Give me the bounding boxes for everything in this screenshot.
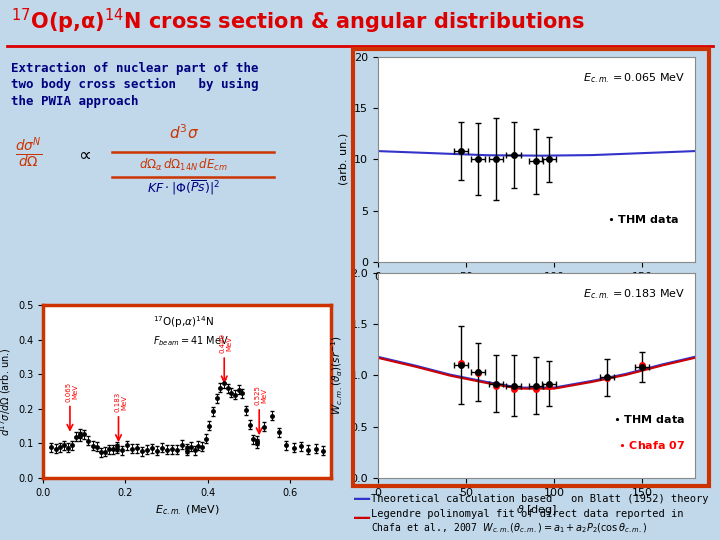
- Text: $KF \cdot |\Phi(\overline{Ps})|^2$: $KF \cdot |\Phi(\overline{Ps})|^2$: [147, 179, 220, 197]
- Text: —: —: [353, 490, 371, 509]
- Text: 0.525
MeV: 0.525 MeV: [255, 386, 268, 406]
- Y-axis label: $W_{c.m.}(\vartheta_\alpha)(sr^{-1})$: $W_{c.m.}(\vartheta_\alpha)(sr^{-1})$: [330, 336, 345, 415]
- Text: Extraction of nuclear part of the: Extraction of nuclear part of the: [11, 62, 258, 75]
- Text: $\propto$: $\propto$: [75, 145, 91, 163]
- Y-axis label: (arb. un.): (arb. un.): [338, 133, 348, 185]
- Text: $F_{beam}=41$ MeV: $F_{beam}=41$ MeV: [153, 334, 228, 348]
- Text: $d\Omega_\alpha\,d\Omega_{14N}\,dE_{cm}$: $d\Omega_\alpha\,d\Omega_{14N}\,dE_{cm}$: [140, 157, 228, 173]
- Text: $E_{c.m.}=0.065$ MeV: $E_{c.m.}=0.065$ MeV: [583, 71, 685, 85]
- Text: $\frac{d\sigma^N}{d\Omega}$: $\frac{d\sigma^N}{d\Omega}$: [15, 136, 42, 172]
- Text: $\bullet$ THM data: $\bullet$ THM data: [607, 213, 679, 225]
- Text: —: —: [353, 509, 371, 528]
- Text: 0.440
MeV: 0.440 MeV: [220, 334, 233, 354]
- Text: $E_{c.m.}=0.183$ MeV: $E_{c.m.}=0.183$ MeV: [583, 287, 685, 301]
- Text: $\bullet$ Chafa 07: $\bullet$ Chafa 07: [618, 439, 685, 451]
- X-axis label: $\vartheta$ [deg]: $\vartheta$ [deg]: [516, 287, 557, 301]
- Text: Legendre polinomyal fit of direct data reported in: Legendre polinomyal fit of direct data r…: [371, 509, 683, 519]
- X-axis label: $E_{c.m.}$ (MeV): $E_{c.m.}$ (MeV): [155, 503, 220, 517]
- Text: $d^3\sigma$: $d^3\sigma$: [168, 123, 199, 141]
- X-axis label: $\vartheta$ [deg]: $\vartheta$ [deg]: [516, 503, 557, 517]
- Text: $^{17}$O(p,α)$^{14}$N cross section & angular distributions: $^{17}$O(p,α)$^{14}$N cross section & an…: [11, 7, 585, 37]
- Text: Chafa et al., 2007 $W_{c.m.}(\theta_{c.m.})=a_1+a_2P_2(\cos\theta_{c.m.})$: Chafa et al., 2007 $W_{c.m.}(\theta_{c.m…: [371, 521, 647, 535]
- Text: $^{17}$O(p,$\alpha$)$^{14}$N: $^{17}$O(p,$\alpha$)$^{14}$N: [153, 314, 214, 329]
- Text: $\bullet$ THM data: $\bullet$ THM data: [613, 413, 685, 424]
- Text: 0.183
MeV: 0.183 MeV: [114, 392, 127, 412]
- Text: 0.065
MeV: 0.065 MeV: [66, 382, 78, 402]
- Text: Theoretical calculation based   on Blatt (1952) theory: Theoretical calculation based on Blatt (…: [371, 495, 708, 504]
- Text: two body cross section   by using: two body cross section by using: [11, 78, 258, 91]
- Y-axis label: $d^{17}\sigma/d\Omega$ (arb. un.): $d^{17}\sigma/d\Omega$ (arb. un.): [0, 347, 12, 436]
- Text: the PWIA approach: the PWIA approach: [11, 94, 138, 107]
